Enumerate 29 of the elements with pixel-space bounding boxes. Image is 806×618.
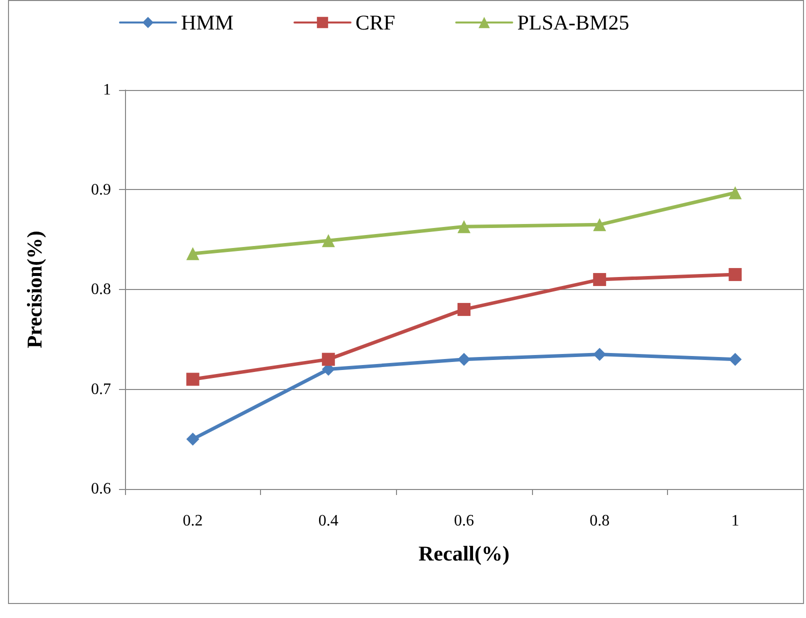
y-tick-label: 0.9 (91, 181, 111, 198)
legend-label: HMM (181, 10, 234, 34)
y-axis-title: Precision(%) (22, 230, 46, 348)
y-tick-label: 0.7 (91, 380, 111, 398)
point (593, 348, 606, 361)
point (322, 234, 335, 248)
x-tick-label: 1 (731, 512, 740, 530)
point (186, 247, 200, 260)
x-tick-label: 0.2 (182, 512, 203, 530)
x-tick-label: 0.8 (590, 512, 610, 530)
x-tick-label: 0.4 (318, 512, 338, 530)
point (728, 268, 742, 282)
point (593, 218, 606, 232)
y-tick-label: 0.6 (91, 480, 111, 498)
point (458, 220, 470, 234)
point (458, 352, 470, 366)
point (728, 352, 742, 366)
point (322, 352, 335, 366)
x-tick-label: 0.6 (454, 512, 474, 530)
point (593, 273, 606, 286)
legend-label: PLSA-BM25 (517, 10, 630, 34)
point (458, 302, 470, 316)
point (186, 432, 200, 446)
point (728, 186, 742, 200)
x-axis-title: Recall(%) (418, 542, 510, 566)
y-tick-label: 1 (103, 82, 111, 98)
y-tick-label: 0.8 (91, 281, 111, 298)
point (186, 372, 200, 386)
legend-label: CRF (356, 10, 396, 34)
